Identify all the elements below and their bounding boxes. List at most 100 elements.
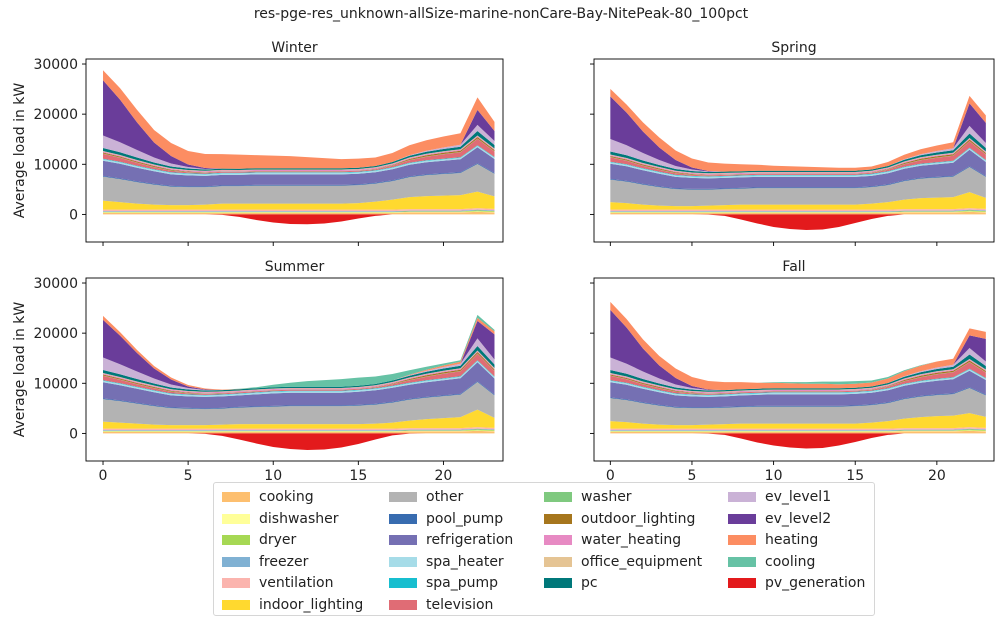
chart-legend: cooking dishwasher dryer freezer ventilation… <box>213 482 875 616</box>
legend-swatch <box>222 556 250 567</box>
legend-item-dishwasher: dishwasher <box>222 509 339 529</box>
legend-label: cooling <box>765 553 816 570</box>
legend-label: cooking <box>259 489 314 505</box>
legend-swatch <box>728 535 756 545</box>
area-stack <box>610 301 986 449</box>
legend-swatch <box>222 578 250 588</box>
area-pv_generation <box>103 214 495 225</box>
y-tick-label: 0 <box>69 426 78 442</box>
legend-swatch <box>389 556 417 567</box>
area-cooking <box>610 430 986 434</box>
legend-label: pc <box>581 575 598 591</box>
area-pc <box>103 130 495 171</box>
subplot-summer: Summer 0 10000 20000 30000 0 5 10 15 20 Average lo… <box>12 259 504 484</box>
legend-swatch <box>389 599 417 610</box>
legend-swatch <box>389 578 417 588</box>
area-dishwasher <box>610 211 986 213</box>
legend-swatch <box>544 513 572 524</box>
area-indoor_lighting <box>103 191 495 210</box>
area-washer <box>103 138 495 173</box>
area-outdoor_lighting <box>103 136 495 173</box>
legend-item-spa_heater: spa_heater <box>389 552 504 572</box>
y-axis-label: Average load in kW <box>12 83 28 219</box>
legend-item-water_heating: water_heating <box>544 530 681 550</box>
legend-item-spa_pump: spa_pump <box>389 573 498 593</box>
legend-label: freezer <box>259 553 309 570</box>
legend-label: pv_generation <box>765 575 866 591</box>
legend-swatch <box>728 556 756 567</box>
area-freezer <box>103 209 495 212</box>
area-office_equipment <box>103 135 495 172</box>
area-television <box>103 138 495 174</box>
legend-item-outdoor_lighting: outdoor_lighting <box>544 509 695 529</box>
x-tick-label: 20 <box>435 468 453 484</box>
legend-item-ev_level1: ev_level1 <box>728 487 831 507</box>
legend-item-pc: pc <box>544 573 598 593</box>
legend-label: ev_level2 <box>765 510 832 527</box>
legend-item-freezer: freezer <box>222 552 308 572</box>
legend-label: indoor_lighting <box>259 596 364 613</box>
area-pool_pump <box>610 387 986 409</box>
y-tick-label: 30000 <box>33 276 78 292</box>
subplot-spring: Spring <box>590 40 995 246</box>
y-tick-label: 20000 <box>33 107 78 123</box>
legend-label: office_equipment <box>581 553 703 570</box>
x-tick-label: 5 <box>184 468 193 484</box>
area-other <box>610 167 986 207</box>
area-refrigeration <box>610 370 986 408</box>
area-ventilation <box>103 208 495 212</box>
legend-item-cooking: cooking <box>222 487 314 507</box>
legend-swatch <box>544 578 572 588</box>
legend-swatch <box>544 535 572 545</box>
y-tick-label: 20000 <box>33 326 78 342</box>
area-dishwasher <box>610 430 986 432</box>
x-tick-label: 0 <box>99 468 108 484</box>
legend-item-refrigeration: refrigeration <box>389 530 513 550</box>
legend-swatch <box>544 556 572 567</box>
x-tick-label: 10 <box>264 468 282 484</box>
axes-frame <box>85 277 504 462</box>
legend-swatch <box>544 492 572 502</box>
x-tick-label: 20 <box>928 468 946 484</box>
x-tick-label: 10 <box>765 468 783 484</box>
y-tick-label: 30000 <box>33 57 78 73</box>
area-dryer <box>103 429 495 432</box>
legend-item-heating: heating <box>728 530 818 550</box>
x-tick-label: 0 <box>606 468 615 484</box>
legend-item-office_equipment: office_equipment <box>544 552 702 572</box>
area-dryer <box>610 429 986 432</box>
legend-item-pool_pump: pool_pump <box>389 509 503 529</box>
area-other <box>103 382 495 426</box>
legend-swatch <box>389 513 417 524</box>
area-pv_generation <box>103 433 495 450</box>
area-pv_generation <box>610 433 986 449</box>
figure-title: res-pge-res_unknown-allSize-marine-nonCa… <box>254 6 749 22</box>
legend-item-washer: washer <box>544 487 632 507</box>
y-tick-label: 0 <box>69 207 78 223</box>
y-tick-label: 10000 <box>33 157 78 173</box>
area-water_heating <box>103 135 495 173</box>
legend-item-other: other <box>389 487 463 507</box>
y-tick-label: 10000 <box>33 376 78 392</box>
legend-label: spa_pump <box>426 575 499 591</box>
area-pv_generation <box>610 214 986 230</box>
legend-item-ev_level2: ev_level2 <box>728 509 831 529</box>
area-television <box>103 353 495 395</box>
area-freezer <box>610 209 986 212</box>
area-cooking <box>610 211 986 215</box>
legend-label: television <box>426 596 494 613</box>
subplot-title: Winter <box>271 40 317 56</box>
legend-swatch <box>389 535 417 545</box>
subplot-title: Fall <box>782 259 805 275</box>
legend-label: dishwasher <box>259 510 339 527</box>
legend-item-ventilation: ventilation <box>222 573 333 593</box>
area-pc <box>610 354 986 392</box>
legend-label: spa_heater <box>426 553 504 570</box>
area-indoor_lighting <box>103 409 495 429</box>
axes-frame <box>85 58 504 243</box>
area-ventilation <box>103 427 495 431</box>
area-freezer <box>103 428 495 431</box>
legend-label: washer <box>581 489 632 505</box>
legend-swatch <box>728 578 756 588</box>
